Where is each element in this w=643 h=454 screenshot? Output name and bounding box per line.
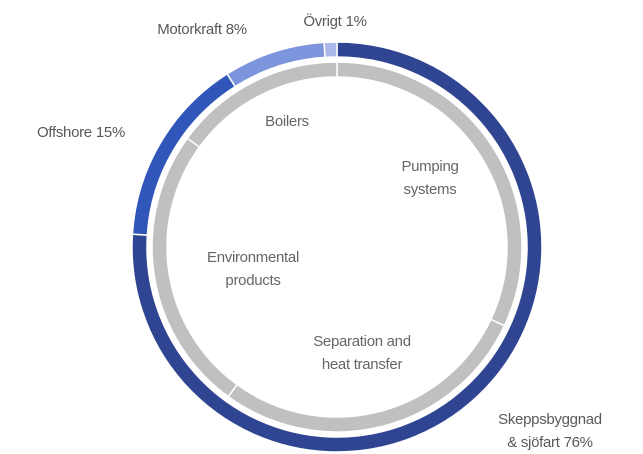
label-line: Boilers	[265, 113, 309, 130]
segment-label: Pumping systems	[401, 158, 458, 198]
label-line: products	[225, 272, 280, 289]
label-line: Pumping	[401, 158, 458, 175]
segment-label: Environmental products	[207, 249, 299, 289]
label-line: Motorkraft	[157, 21, 223, 38]
value-label: 1%	[346, 13, 367, 30]
segment-label: Motorkraft 8%	[157, 21, 247, 38]
label-line: systems	[404, 181, 457, 198]
value-label: 76%	[564, 434, 593, 451]
label-line: heat transfer	[322, 356, 403, 373]
donut-segment	[131, 41, 543, 453]
segment-label: Offshore 15%	[37, 124, 125, 141]
value-label: 15%	[96, 124, 125, 141]
label-line: Environmental	[207, 249, 299, 266]
label-line: & sjöfart	[507, 434, 560, 451]
segment-label: Skeppsbyggnad & sjöfart 76%	[498, 411, 602, 451]
label-line: Separation and	[313, 333, 411, 350]
donut-segment	[186, 61, 338, 149]
segment-label: Separation and heat transfer	[313, 333, 411, 373]
value-label: 8%	[226, 21, 247, 38]
segment-label: Boilers	[265, 113, 309, 130]
label-line: Offshore	[37, 124, 92, 141]
label-line: Skeppsbyggnad	[498, 411, 602, 428]
segment-label: Övrigt 1%	[303, 12, 366, 30]
label-line: Övrigt	[303, 12, 342, 30]
donut-segment	[323, 41, 338, 59]
